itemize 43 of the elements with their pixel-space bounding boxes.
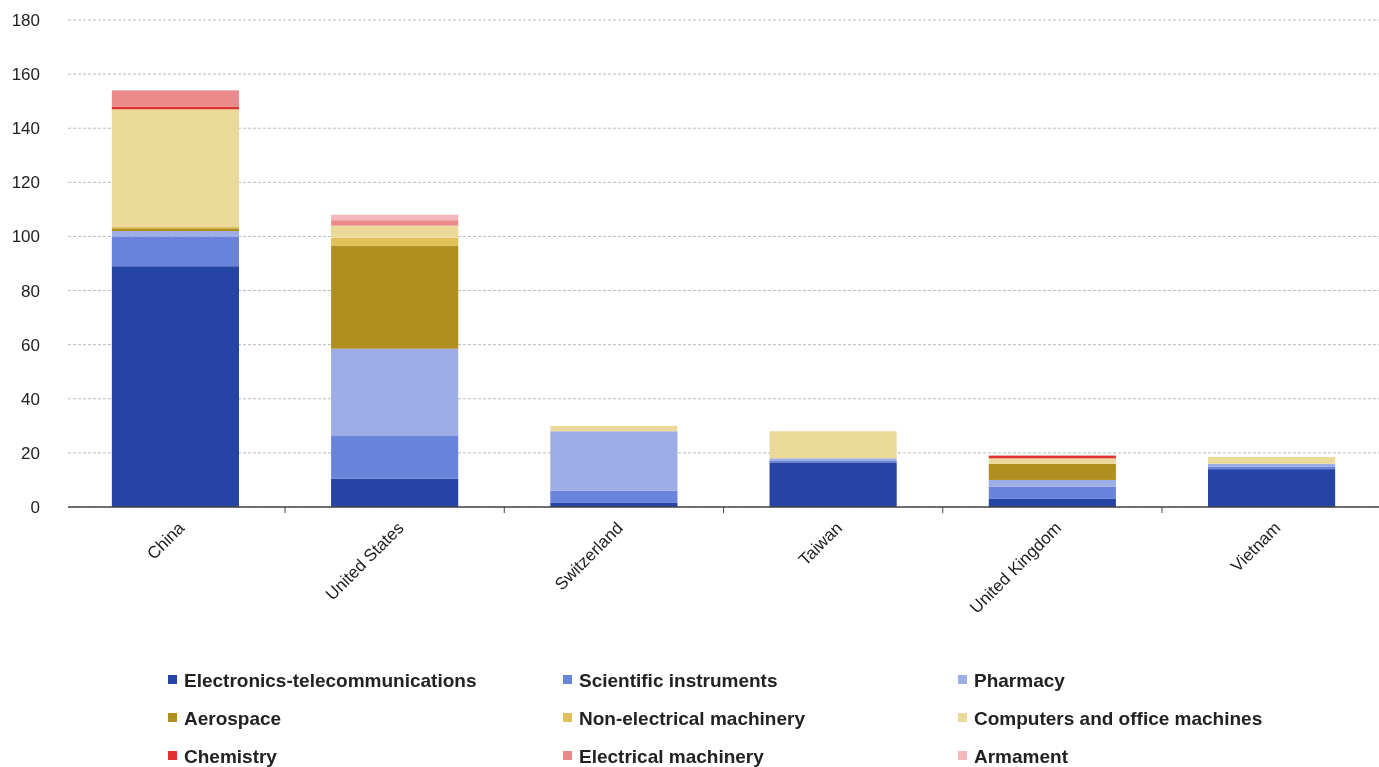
legend-label: Scientific instruments [579,669,778,691]
y-tick-label: 180 [11,10,40,30]
legend-label: Non-electrical machinery [579,707,806,729]
bar [550,431,678,491]
bar [331,237,459,246]
bar [1208,469,1336,507]
y-tick-label: 160 [11,65,40,85]
bar [331,214,459,221]
y-tick-label: 60 [21,335,40,355]
bar [331,225,459,238]
legend-label: Electronics-telecommunications [184,669,477,691]
legend-label: Computers and office machines [974,707,1263,729]
y-tick-label: 0 [30,497,40,517]
y-tick-label: 100 [11,227,40,247]
y-tick-label: 40 [21,389,40,409]
bar [988,486,1116,499]
bar [550,490,678,503]
legend-label: Chemistry [184,745,278,767]
y-tick-label: 120 [11,173,40,193]
bar [769,431,897,459]
bar [988,463,1116,480]
bar [331,478,459,507]
bar [550,425,678,432]
bar [1208,456,1336,464]
y-tick-label: 140 [11,119,40,139]
bar [111,90,239,107]
bar [331,245,459,349]
legend-label: Aerospace [184,707,282,729]
legend-label: Electrical machinery [579,745,765,767]
bar [988,479,1116,487]
y-tick-label: 80 [21,281,40,301]
legend-label: Pharmacy [974,669,1066,691]
bar [331,220,459,226]
bar [111,109,239,227]
bar [111,236,239,267]
bar [988,458,1116,464]
bar [111,231,239,237]
legend-label: Armament [974,745,1069,767]
bar [331,348,459,436]
bar [331,435,459,479]
y-tick-label: 20 [21,443,40,463]
bar [111,266,239,507]
bar [769,462,897,507]
